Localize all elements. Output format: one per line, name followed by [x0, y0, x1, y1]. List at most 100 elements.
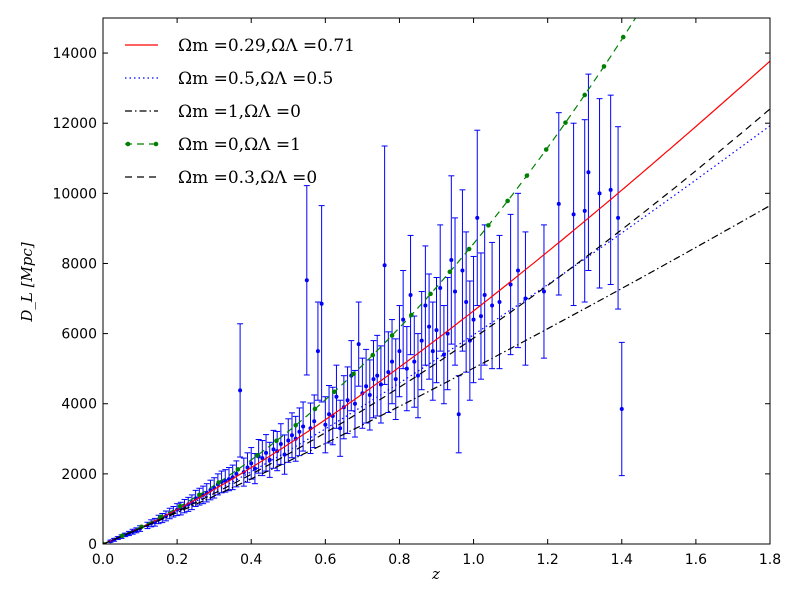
data-point	[329, 386, 336, 446]
y-tick-label: 4000	[61, 397, 97, 413]
data-marker	[338, 426, 343, 431]
series-marker	[543, 147, 549, 152]
series-line-3	[103, 18, 637, 544]
x-tick-label: 0.4	[240, 552, 262, 568]
model-curves	[103, 18, 770, 544]
data-marker	[412, 359, 417, 364]
y-tick-label: 0	[88, 537, 97, 553]
data-marker	[260, 456, 265, 461]
data-marker	[423, 303, 428, 308]
data-point	[444, 276, 451, 391]
x-tick-label: 1.8	[759, 552, 781, 568]
data-marker	[319, 301, 324, 306]
legend-label: Ωm =0.29,ΩΛ =0.71	[178, 36, 355, 56]
data-marker	[478, 314, 483, 319]
data-point	[400, 269, 407, 370]
data-point	[285, 418, 292, 463]
y-tick-label: 8000	[61, 256, 97, 272]
data-marker	[352, 401, 357, 406]
x-tick-label: 0.8	[388, 552, 410, 568]
data-point	[455, 375, 462, 454]
data-point	[433, 276, 440, 384]
data-marker	[271, 447, 276, 452]
data-marker	[419, 338, 424, 343]
series-marker	[582, 92, 588, 98]
x-tick-label: 0.0	[92, 552, 114, 568]
data-marker	[382, 263, 387, 268]
data-marker	[401, 317, 406, 322]
data-marker	[301, 424, 306, 429]
series-line-2	[103, 205, 770, 544]
data-marker	[356, 342, 361, 347]
x-tick-label: 0.6	[314, 552, 336, 568]
y-tick-label: 12000	[52, 116, 97, 132]
data-point	[366, 359, 373, 431]
data-point	[507, 213, 514, 356]
data-marker	[297, 429, 302, 434]
data-marker	[282, 452, 287, 457]
data-marker	[516, 268, 521, 273]
series-marker	[177, 503, 183, 509]
data-point	[555, 112, 562, 296]
data-point	[474, 129, 481, 307]
data-marker	[364, 384, 369, 389]
series-marker	[563, 120, 568, 125]
data-marker	[490, 303, 495, 308]
data-marker	[464, 300, 469, 305]
x-tick-label: 1.2	[537, 552, 559, 568]
data-marker	[371, 377, 376, 382]
data-point	[263, 434, 270, 472]
data-point	[396, 305, 403, 398]
data-point	[203, 483, 210, 503]
axes-frame	[102, 17, 771, 545]
data-marker	[597, 191, 602, 196]
series-marker	[620, 34, 626, 40]
data-marker	[608, 187, 613, 192]
data-marker	[312, 419, 317, 424]
series-marker	[331, 389, 337, 395]
series-marker	[254, 453, 260, 458]
data-point	[596, 98, 603, 289]
data-point	[259, 440, 266, 477]
data-marker	[445, 331, 450, 336]
series-marker	[601, 64, 607, 69]
data-point	[452, 217, 459, 366]
x-tick-label: 1.6	[685, 552, 707, 568]
data-point	[185, 496, 192, 512]
x-tick-label: 1.0	[462, 552, 484, 568]
data-marker	[434, 328, 439, 333]
data-point	[288, 412, 295, 459]
data-point	[615, 126, 622, 310]
legend-entry: Ωm =0.3,ΩΛ =0	[125, 168, 317, 188]
data-marker	[453, 289, 458, 294]
data-marker	[245, 465, 250, 470]
data-point	[515, 192, 522, 349]
data-marker	[404, 366, 409, 371]
data-marker	[397, 349, 402, 354]
series-marker	[447, 269, 453, 275]
data-marker	[390, 359, 395, 364]
data-point	[407, 234, 414, 356]
data-point	[429, 301, 436, 401]
data-point	[333, 364, 340, 429]
series-marker	[466, 246, 472, 252]
data-point	[411, 315, 418, 408]
data-point	[303, 185, 310, 376]
data-marker	[475, 215, 480, 220]
data-point	[344, 366, 351, 435]
data-point	[426, 273, 433, 380]
data-marker	[482, 293, 487, 298]
data-point	[392, 338, 399, 421]
data-marker	[427, 324, 432, 329]
data-marker	[456, 412, 461, 417]
legend-entry: Ωm =0.5,ΩΛ =0.5	[125, 69, 333, 89]
data-point	[326, 384, 333, 444]
data-point	[381, 145, 388, 385]
data-marker	[438, 286, 443, 291]
legend-entry: Ωm =1,ΩΛ =0	[125, 102, 301, 122]
data-marker	[616, 215, 621, 220]
data-point	[459, 189, 466, 352]
series-marker	[486, 223, 491, 228]
data-marker	[234, 471, 239, 476]
